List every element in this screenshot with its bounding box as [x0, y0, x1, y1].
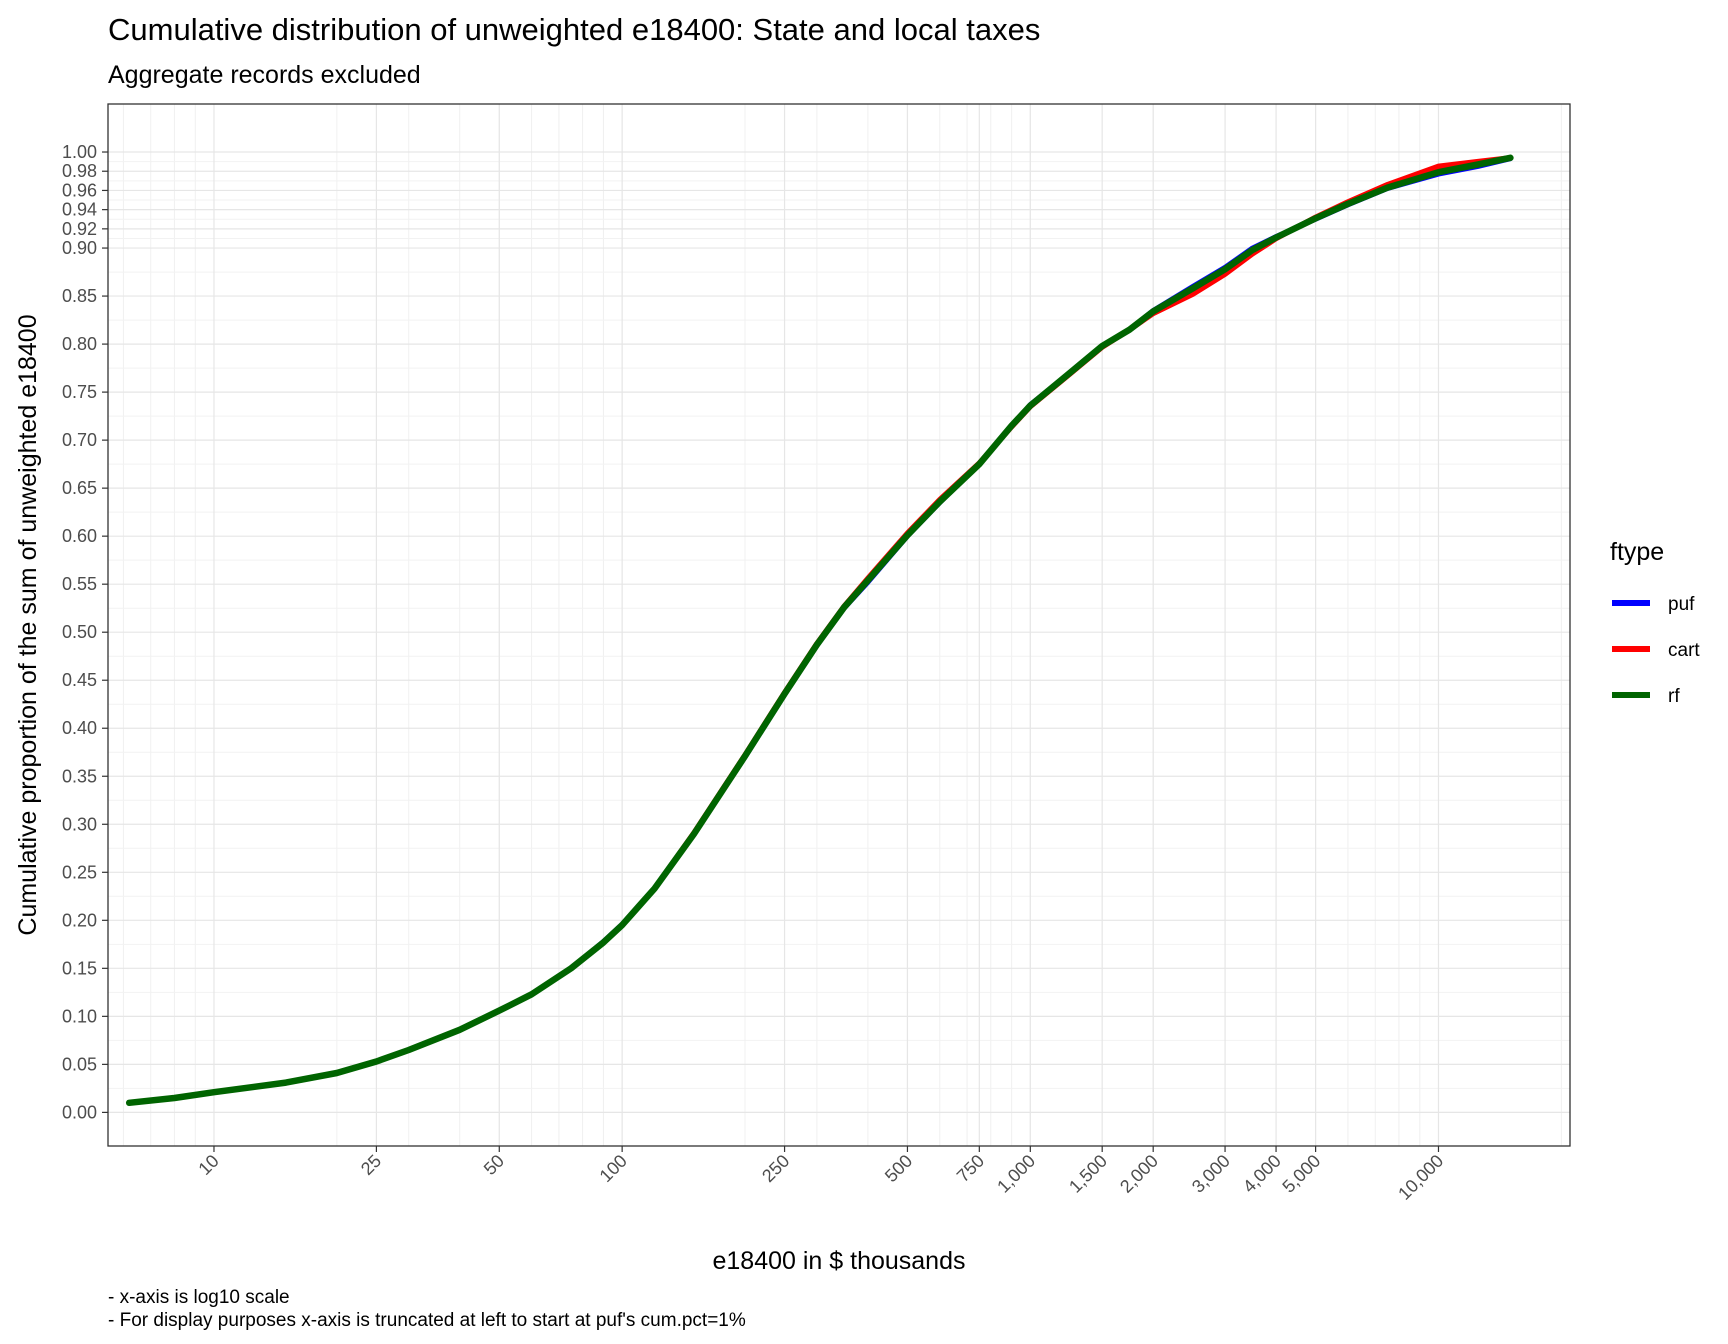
x-tick-label: 3,000 — [1188, 1151, 1234, 1197]
legend-title: ftype — [1610, 538, 1664, 566]
y-tick-label: 0.90 — [62, 238, 97, 258]
y-tick-label: 0.70 — [62, 430, 97, 450]
legend: ftype puf cart rf — [1610, 538, 1700, 707]
y-tick-label: 0.00 — [62, 1102, 97, 1122]
y-tick-label: 0.98 — [62, 161, 97, 181]
x-tick-label: 4,000 — [1239, 1151, 1285, 1197]
y-tick-label: 0.80 — [62, 334, 97, 354]
caption-line-2: - For display purposes x-axis is truncat… — [108, 1310, 746, 1331]
y-tick-label: 0.55 — [62, 574, 97, 594]
y-tick-label: 0.75 — [62, 382, 97, 402]
y-tick-label: 0.30 — [62, 814, 97, 834]
y-tick-label: 0.15 — [62, 958, 97, 978]
y-axis: 0.00 0.05 0.10 0.15 0.20 0.25 0.30 0.35 0.40 0.45… — [62, 142, 108, 1122]
y-tick-label: 0.35 — [62, 766, 97, 786]
y-tick-label: 0.60 — [62, 526, 97, 546]
series-lines — [125, 154, 1514, 1107]
y-tick-label: 0.50 — [62, 622, 97, 642]
y-tick-label: 0.94 — [62, 200, 97, 220]
x-tick-label: 750 — [953, 1151, 988, 1186]
y-tick-label: 0.05 — [62, 1054, 97, 1074]
y-tick-label: 0.96 — [62, 180, 97, 200]
legend-label-cart: cart — [1668, 640, 1700, 661]
x-tick-label: 2,000 — [1116, 1151, 1162, 1197]
x-tick-label: 100 — [596, 1151, 631, 1186]
x-axis-title: e18400 in $ thousands — [713, 1247, 966, 1275]
x-tick-label: 50 — [480, 1151, 508, 1179]
x-tick-label: 1,000 — [993, 1151, 1039, 1197]
y-tick-label: 0.10 — [62, 1006, 97, 1026]
x-tick-label: 500 — [881, 1151, 916, 1186]
x-tick-label: 250 — [758, 1151, 793, 1186]
y-axis-title: Cumulative proportion of the sum of unwe… — [14, 314, 42, 935]
x-tick-label: 10,000 — [1394, 1151, 1447, 1204]
chart-subtitle: Aggregate records excluded — [108, 61, 421, 89]
plot-border — [107, 103, 1571, 1147]
y-tick-label: 0.25 — [62, 862, 97, 882]
x-axis: 10 25 50 100 250 500 750 1,000 1,500 2,000 3,000 4,… — [194, 1146, 1447, 1204]
y-tick-label: 0.40 — [62, 718, 97, 738]
chart-title: Cumulative distribution of unweighted e1… — [108, 12, 1040, 47]
x-tick-label: 1,500 — [1065, 1151, 1111, 1197]
series-line-rf — [125, 154, 1514, 1107]
x-tick-label: 5,000 — [1278, 1151, 1324, 1197]
plot-background — [108, 104, 1570, 1146]
x-tick-label: 25 — [357, 1151, 385, 1179]
y-tick-label: 0.20 — [62, 910, 97, 930]
y-tick-label: 0.65 — [62, 478, 97, 498]
caption-line-1: - x-axis is log10 scale — [108, 1287, 290, 1308]
y-tick-label: 1.00 — [62, 142, 97, 162]
x-tick-label: 10 — [194, 1151, 222, 1179]
y-tick-label: 0.45 — [62, 670, 97, 690]
y-tick-label: 0.92 — [62, 219, 97, 239]
legend-label-rf: rf — [1668, 686, 1680, 707]
plot-panel — [107, 103, 1571, 1147]
y-tick-label: 0.85 — [62, 286, 97, 306]
legend-label-puf: puf — [1668, 594, 1695, 615]
